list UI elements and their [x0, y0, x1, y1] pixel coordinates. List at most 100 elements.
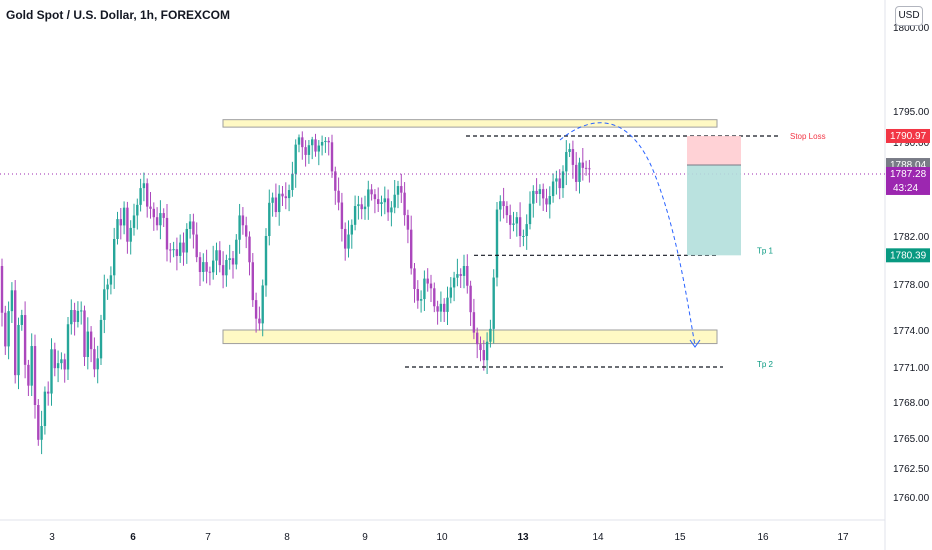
candle: [462, 266, 466, 276]
candle: [294, 144, 297, 174]
candle: [482, 350, 485, 361]
candle: [334, 171, 337, 191]
candle: [53, 349, 56, 369]
take-profit-zone[interactable]: [687, 165, 741, 256]
candle: [377, 199, 380, 204]
candle: [423, 278, 426, 300]
y-tick-label: 1771.00: [893, 363, 930, 374]
candle: [400, 186, 403, 193]
y-tick-label: 1760.00: [893, 493, 930, 504]
candle: [155, 217, 159, 226]
y-tick-label: 1778.00: [893, 280, 930, 291]
candle: [149, 206, 152, 209]
projection-arrowhead: [689, 339, 701, 348]
candle: [119, 219, 122, 226]
candle: [525, 224, 528, 236]
countdown-text: 43:24: [893, 183, 918, 194]
candle: [416, 289, 419, 301]
x-tick-label: 7: [205, 532, 211, 543]
candle: [330, 142, 334, 172]
candle: [324, 140, 327, 142]
candle: [215, 250, 218, 261]
candle: [188, 221, 192, 229]
candle: [357, 204, 360, 207]
candle: [278, 193, 281, 213]
candle: [459, 274, 462, 276]
y-tick-label: 1765.00: [893, 434, 930, 445]
candle: [588, 168, 591, 170]
candle: [413, 268, 416, 290]
x-tick-label: 14: [592, 532, 604, 543]
candle: [274, 197, 278, 213]
stop-loss-zone[interactable]: [687, 135, 741, 166]
candle: [198, 257, 202, 272]
candle: [386, 198, 390, 213]
candle: [271, 197, 274, 203]
candle: [476, 332, 479, 345]
candle: [264, 236, 268, 286]
candle: [347, 234, 350, 249]
candle: [254, 300, 258, 319]
candle: [162, 213, 165, 218]
candle: [452, 277, 456, 288]
candle: [363, 206, 367, 210]
candle: [565, 151, 568, 172]
candle: [10, 290, 14, 312]
currency-button[interactable]: USD: [895, 6, 923, 26]
candle: [47, 391, 50, 394]
candle: [192, 221, 195, 235]
y-tick-label: 1774.00: [893, 326, 930, 337]
symbol-title: Gold Spot / U.S. Dollar, 1h, FOREXCOM: [6, 8, 231, 22]
candle: [113, 239, 116, 276]
candle: [175, 249, 179, 256]
candle: [575, 164, 578, 182]
candle: [14, 290, 17, 376]
candle: [116, 219, 119, 239]
candle: [485, 341, 489, 361]
candle: [502, 201, 505, 207]
resistance-zone[interactable]: [222, 119, 718, 128]
candle: [43, 391, 47, 426]
entry-price-tag-text: 1788.04: [890, 160, 927, 171]
candle: [142, 183, 146, 189]
x-tick-label: 16: [757, 532, 769, 543]
candle: [165, 217, 169, 250]
candle: [159, 213, 162, 226]
candle: [446, 297, 449, 312]
candle: [80, 310, 83, 312]
candle: [287, 190, 291, 199]
candle: [396, 186, 400, 195]
candle: [86, 331, 89, 357]
candle: [291, 173, 294, 191]
y-tick-label: 1768.00: [893, 398, 930, 409]
candle: [429, 283, 433, 289]
candle: [185, 228, 188, 253]
candle: [545, 198, 548, 205]
candle: [380, 202, 383, 204]
candle: [27, 364, 30, 386]
candle: [0, 266, 4, 313]
candle: [33, 346, 37, 405]
y-tick-label: 1782.00: [893, 232, 930, 243]
candle: [479, 344, 482, 351]
candle: [109, 275, 113, 285]
candle: [532, 190, 535, 204]
candle: [281, 193, 284, 197]
x-tick-label: 6: [130, 532, 136, 543]
candle: [528, 203, 532, 225]
candle: [548, 196, 551, 205]
stop-loss-price-tag: [886, 128, 930, 143]
candle: [126, 207, 129, 242]
support-zone[interactable]: [222, 329, 718, 345]
candle: [245, 225, 248, 237]
candle: [350, 224, 353, 235]
candle: [218, 250, 221, 266]
candle: [152, 208, 155, 218]
candle: [542, 189, 545, 199]
candle: [99, 319, 103, 359]
candle: [231, 258, 235, 265]
y-tick-label: 1800.00: [893, 23, 930, 34]
projection-path[interactable]: [559, 122, 696, 346]
candle: [443, 303, 446, 312]
